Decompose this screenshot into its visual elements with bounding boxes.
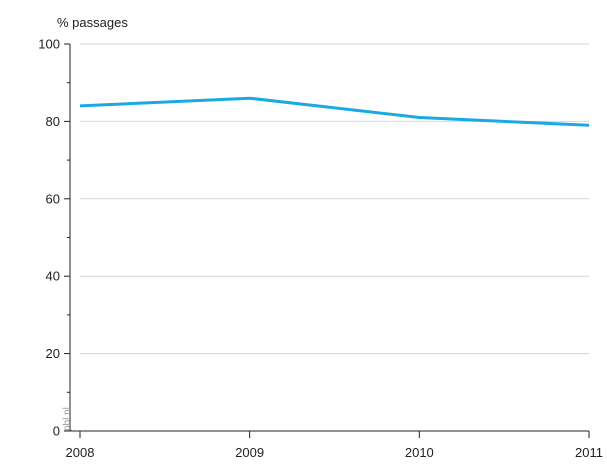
y-tick-label: 0 xyxy=(53,424,60,439)
x-tick-label: 2010 xyxy=(405,445,434,460)
series-lines xyxy=(79,96,590,127)
y-axis-unit-label: % passages xyxy=(57,15,128,30)
y-tick-label: 100 xyxy=(38,37,60,52)
series-line-0 xyxy=(79,96,590,127)
x-tick-label: 2011 xyxy=(575,445,603,460)
y-tick-label: 80 xyxy=(46,114,60,129)
y-tick-label: 40 xyxy=(46,269,60,284)
source-watermark: pbl.nl xyxy=(62,407,73,431)
axes xyxy=(64,43,590,438)
y-tick-label: 60 xyxy=(46,191,60,206)
gridlines xyxy=(80,43,589,355)
x-tick-label: 2009 xyxy=(235,445,264,460)
x-tick-label: 2008 xyxy=(66,445,95,460)
tick-labels: 0 20 40 60 80 100 2008 2009 2010 2011 xyxy=(38,37,603,461)
y-tick-label: 20 xyxy=(46,346,60,361)
